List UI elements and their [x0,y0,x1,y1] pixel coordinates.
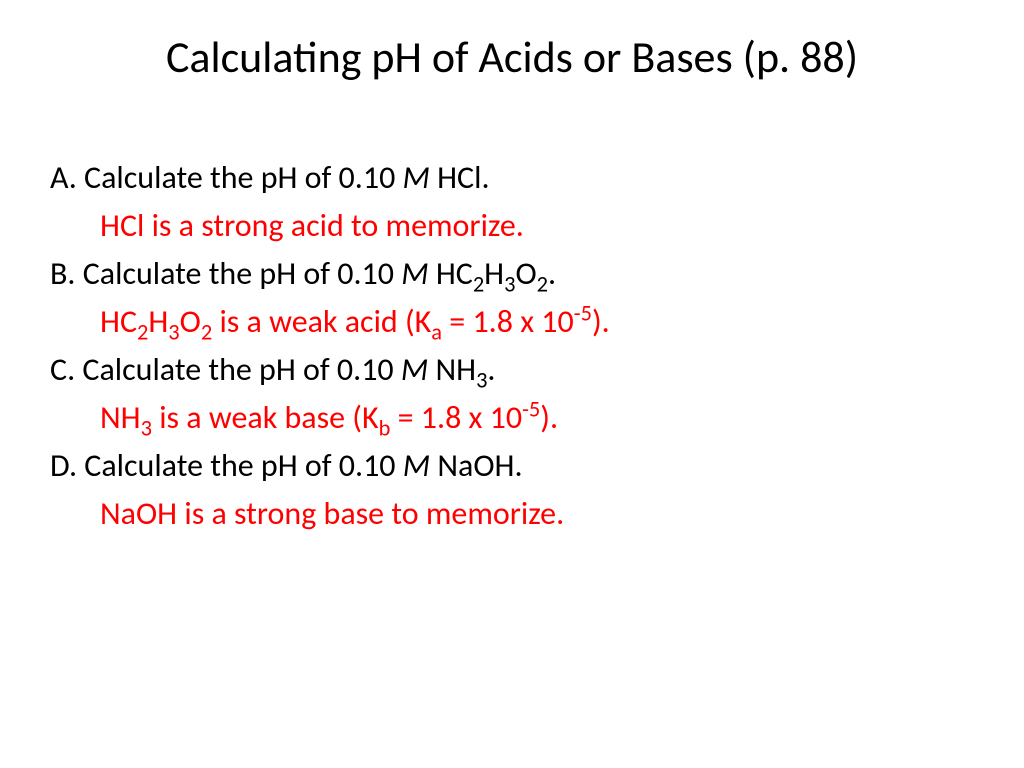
answer-b-sub2: 3 [168,319,179,346]
answer-b-pre: HC [100,302,137,341]
answer-b-exp: -5 [574,300,592,327]
label-d: D. [50,446,77,485]
answer-c: NH3 is a weak base (Kb = 1.8 x 10-5). [50,394,974,442]
answer-c-sub1: 3 [141,415,152,442]
question-b: B. Calculate the pH of 0.10 M HC2H3O2. [50,250,974,298]
answer-c-ksub: b [379,415,391,442]
formula-c-sub1: 3 [476,367,487,394]
label-a: A. [50,158,77,197]
prompt-a: Calculate the pH of 0.10 [84,158,403,197]
question-c: C. Calculate the pH of 0.10 M NH3. [50,346,974,394]
answer-b-t2: = 1.8 x 10 [442,302,574,341]
question-d: D. Calculate the pH of 0.10 M NaOH. [50,442,974,490]
formula-b-pre: HC [429,254,473,293]
unit-c: M [401,350,428,389]
unit-b: M [401,254,428,293]
formula-d: NaOH. [430,446,522,485]
formula-b-sub2: 3 [504,271,515,298]
formula-b-mid2: O [515,254,536,293]
answer-b-ksub: a [431,319,442,346]
slide-title: Calculating pH of Acids or Bases (p. 88) [50,30,974,84]
formula-b-sub1: 2 [473,271,484,298]
prompt-b: Calculate the pH of 0.10 [83,254,402,293]
answer-a: HCl is a strong acid to memorize. [50,202,974,250]
answer-d: NaOH is a strong base to memorize. [50,490,974,538]
formula-b-tail: . [548,254,556,293]
unit-a: M [403,158,430,197]
formula-c-pre: NH [428,350,476,389]
answer-c-t3: ). [540,398,558,437]
formula-b-sub3: 2 [537,271,548,298]
slide: Calculating pH of Acids or Bases (p. 88)… [0,0,1024,768]
prompt-d: Calculate the pH of 0.10 [84,446,403,485]
formula-a: HCl. [430,158,490,197]
slide-body: A. Calculate the pH of 0.10 M HCl. HCl i… [50,154,974,538]
answer-c-t2: = 1.8 x 10 [390,398,522,437]
answer-b: HC2H3O2 is a weak acid (Ka = 1.8 x 10-5)… [50,298,974,346]
prompt-c: Calculate the pH of 0.10 [82,350,401,389]
answer-c-t1: is a weak base (K [152,398,379,437]
answer-c-pre: NH [100,398,141,437]
answer-b-mid1: H [148,302,168,341]
label-c: C. [50,350,75,389]
unit-d: M [403,446,430,485]
answer-b-t1: is a weak acid (K [212,302,431,341]
label-b: B. [50,254,75,293]
answer-c-exp: -5 [522,396,540,423]
formula-b-mid1: H [484,254,504,293]
answer-b-mid2: O [180,302,201,341]
answer-b-t3: ). [592,302,610,341]
answer-b-sub3: 2 [201,319,212,346]
formula-c-tail: . [487,350,495,389]
answer-b-sub1: 2 [137,319,148,346]
question-a: A. Calculate the pH of 0.10 M HCl. [50,154,974,202]
